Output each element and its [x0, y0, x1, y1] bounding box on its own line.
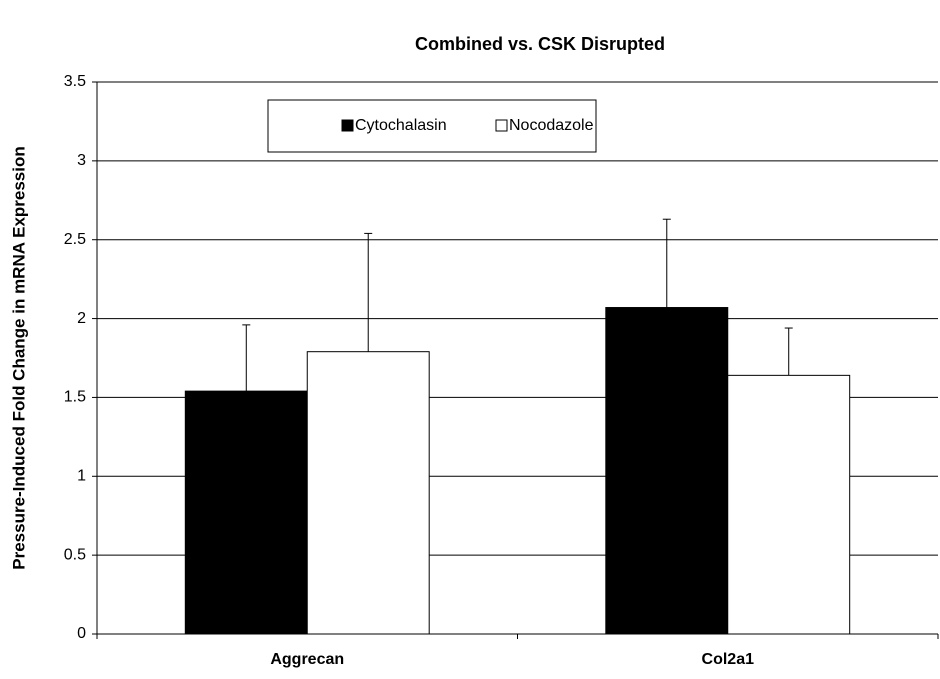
y-tick-label: 3.5 [64, 73, 86, 90]
x-tick-label: Aggrecan [270, 651, 344, 668]
chart-title: Combined vs. CSK Disrupted [415, 34, 665, 54]
legend-label: Nocodazole [509, 117, 594, 134]
error-bar [662, 218, 671, 308]
error-bar [242, 324, 251, 392]
legend: Cytochalasin Nocodazole [267, 99, 597, 153]
bar [184, 390, 308, 635]
x-tick-label: Col2a1 [702, 651, 755, 668]
y-tick-label: 2 [77, 310, 86, 327]
legend-swatch [341, 119, 354, 132]
y-tick-label: 1 [77, 468, 86, 485]
legend-swatch [495, 119, 508, 132]
error-bar [364, 232, 373, 352]
y-tick-label: 0 [77, 625, 86, 642]
bar [605, 307, 729, 635]
bar [306, 351, 430, 635]
legend-box [267, 99, 597, 153]
y-tick-label: 2.5 [64, 231, 86, 248]
y-tick-label: 3 [77, 152, 86, 169]
y-tick-label: 1.5 [64, 389, 86, 406]
error-bar [784, 327, 793, 376]
y-tick-label: 0.5 [64, 546, 86, 563]
y-axis-label: Pressure-Induced Fold Change in mRNA Exp… [9, 146, 28, 570]
bar [727, 374, 851, 635]
legend-label: Cytochalasin [355, 117, 447, 134]
